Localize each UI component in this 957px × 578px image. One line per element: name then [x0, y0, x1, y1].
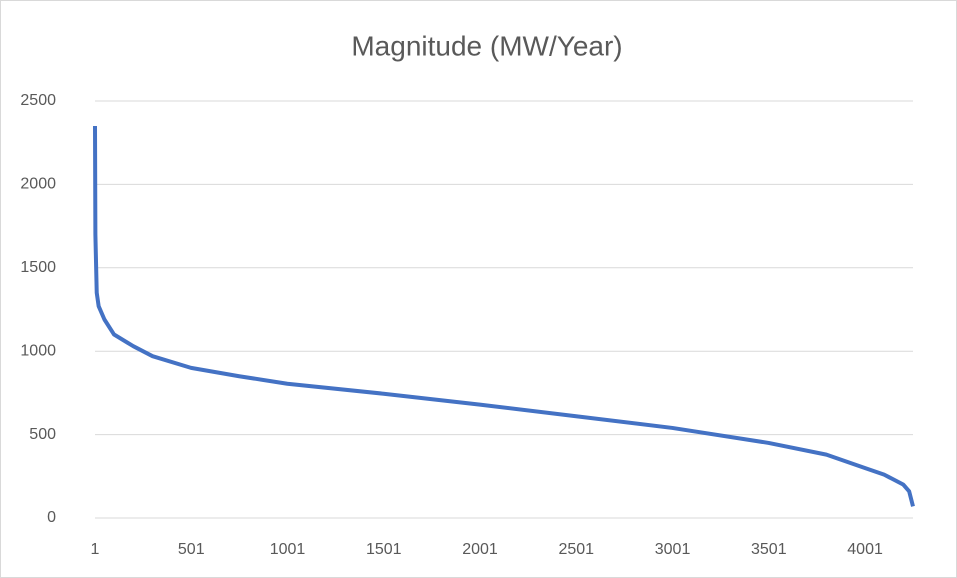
data-line — [93, 126, 915, 507]
x-tick-label: 501 — [178, 541, 205, 558]
y-tick-label: 1500 — [20, 259, 56, 276]
y-tick-label: 500 — [29, 426, 56, 443]
x-tick-label: 2001 — [462, 541, 498, 558]
x-tick-label: 3001 — [655, 541, 691, 558]
y-tick-label: 0 — [47, 509, 56, 526]
x-tick-label: 4001 — [847, 541, 883, 558]
y-tick-label: 2000 — [20, 176, 56, 193]
x-tick-label: 1 — [91, 541, 100, 558]
x-tick-label: 3501 — [751, 541, 787, 558]
x-tick-label: 1001 — [270, 541, 306, 558]
y-tick-label: 1000 — [20, 342, 56, 359]
y-tick-label: 2500 — [20, 92, 56, 109]
x-tick-label: 1501 — [366, 541, 402, 558]
chart-title: Magnitude (MW/Year) — [351, 30, 622, 61]
x-tick-label: 2501 — [558, 541, 594, 558]
